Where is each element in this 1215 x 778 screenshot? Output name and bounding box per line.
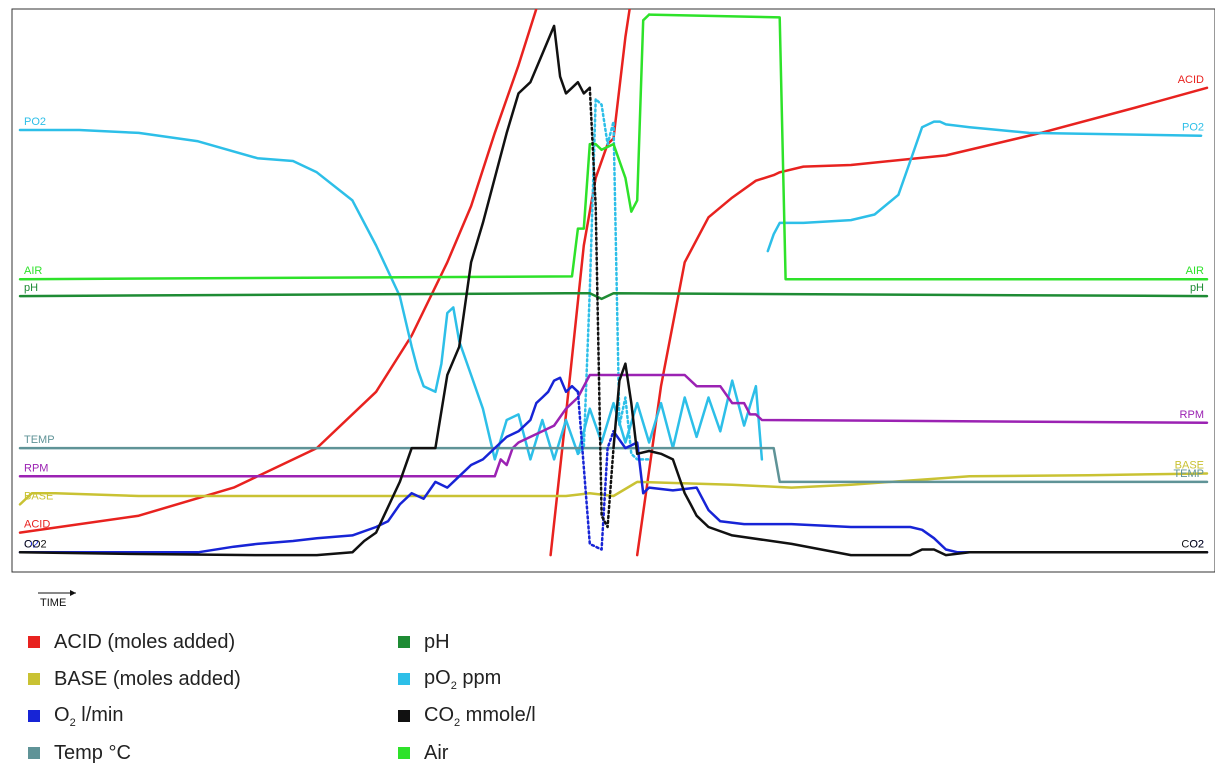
series-label-left-rpm: RPM — [24, 462, 48, 474]
series-line-co2_transition-0 — [588, 86, 615, 529]
legend-swatch — [398, 636, 410, 648]
legend-swatch — [28, 747, 40, 759]
series-label-left-o2: O2 — [24, 538, 39, 550]
series-layer — [18, 9, 1209, 557]
series-line-o2_transition-0 — [576, 390, 615, 551]
legend-item: Air — [398, 739, 448, 767]
legend-swatch — [398, 710, 410, 722]
series-label-left-air: AIR — [24, 265, 42, 277]
legend-item: pO2 ppm — [398, 665, 501, 693]
series-line-po2-0 — [18, 128, 580, 461]
legend-label: Temp °C — [54, 741, 131, 764]
series-label-right-po2: PO2 — [1182, 122, 1204, 134]
legend-item: CO2 mmole/l — [398, 702, 536, 730]
legend-item: pH — [398, 628, 450, 656]
legend-swatch — [28, 636, 40, 648]
series-label-left-temp: TEMP — [24, 434, 55, 446]
series-line-ph-0 — [18, 292, 1209, 301]
series-line-air-0 — [18, 13, 651, 281]
time-arrow-head — [70, 590, 76, 596]
series-label-left-acid: ACID — [24, 519, 50, 531]
legend-label: O2 l/min — [54, 703, 124, 729]
legend-label: CO2 mmole/l — [424, 703, 536, 729]
legend-label: BASE (moles added) — [54, 667, 241, 690]
series-label-left-base: BASE — [24, 490, 53, 502]
legend: ACID (moles added) BASE (moles added) O2 l… — [28, 628, 648, 773]
series-label-right-base: BASE — [1175, 460, 1204, 472]
series-line-po2_transition-0 — [576, 97, 651, 461]
legend-item: Temp °C — [28, 739, 131, 767]
series-label-right-acid: ACID — [1178, 74, 1204, 86]
series-label-left-ph: pH — [24, 282, 38, 294]
series-line-air-1 — [647, 13, 1209, 281]
legend-swatch — [28, 710, 40, 722]
plot-frame — [11, 8, 1215, 573]
series-label-right-temp: TEMP — [1173, 468, 1204, 480]
legend-item: O2 l/min — [28, 702, 123, 730]
legend-item: BASE (moles added) — [28, 665, 241, 693]
series-label-right-co2: CO2 — [1181, 538, 1204, 550]
x-axis-label: TIME — [40, 597, 66, 609]
legend-swatch — [28, 673, 40, 685]
series-line-o2-0 — [18, 376, 580, 554]
series-label-right-ph: pH — [1190, 282, 1204, 294]
series-label-left-co2: CO2 — [24, 538, 47, 550]
series-label-right-air: AIR — [1186, 265, 1204, 277]
series-line-co2-0 — [18, 24, 592, 557]
series-label-left-po2: PO2 — [24, 116, 46, 128]
legend-label: ACID (moles added) — [54, 630, 236, 653]
legend-label: Air — [424, 741, 449, 764]
legend-label: pH — [424, 630, 450, 653]
series-line-acid-2 — [635, 86, 1209, 557]
legend-swatch — [398, 673, 410, 685]
series-line-acid-0 — [18, 9, 538, 534]
legend-swatch — [398, 747, 410, 759]
series-line-temp-0 — [18, 446, 1209, 484]
legend-label: pO2 ppm — [424, 666, 502, 692]
series-line-co2-1 — [612, 362, 1209, 557]
series-label-right-o2: O2 — [1189, 538, 1204, 550]
series-label-right-rpm: RPM — [1180, 409, 1204, 421]
legend-item: ACID (moles added) — [28, 628, 235, 656]
series-line-po2-2 — [766, 120, 1203, 253]
